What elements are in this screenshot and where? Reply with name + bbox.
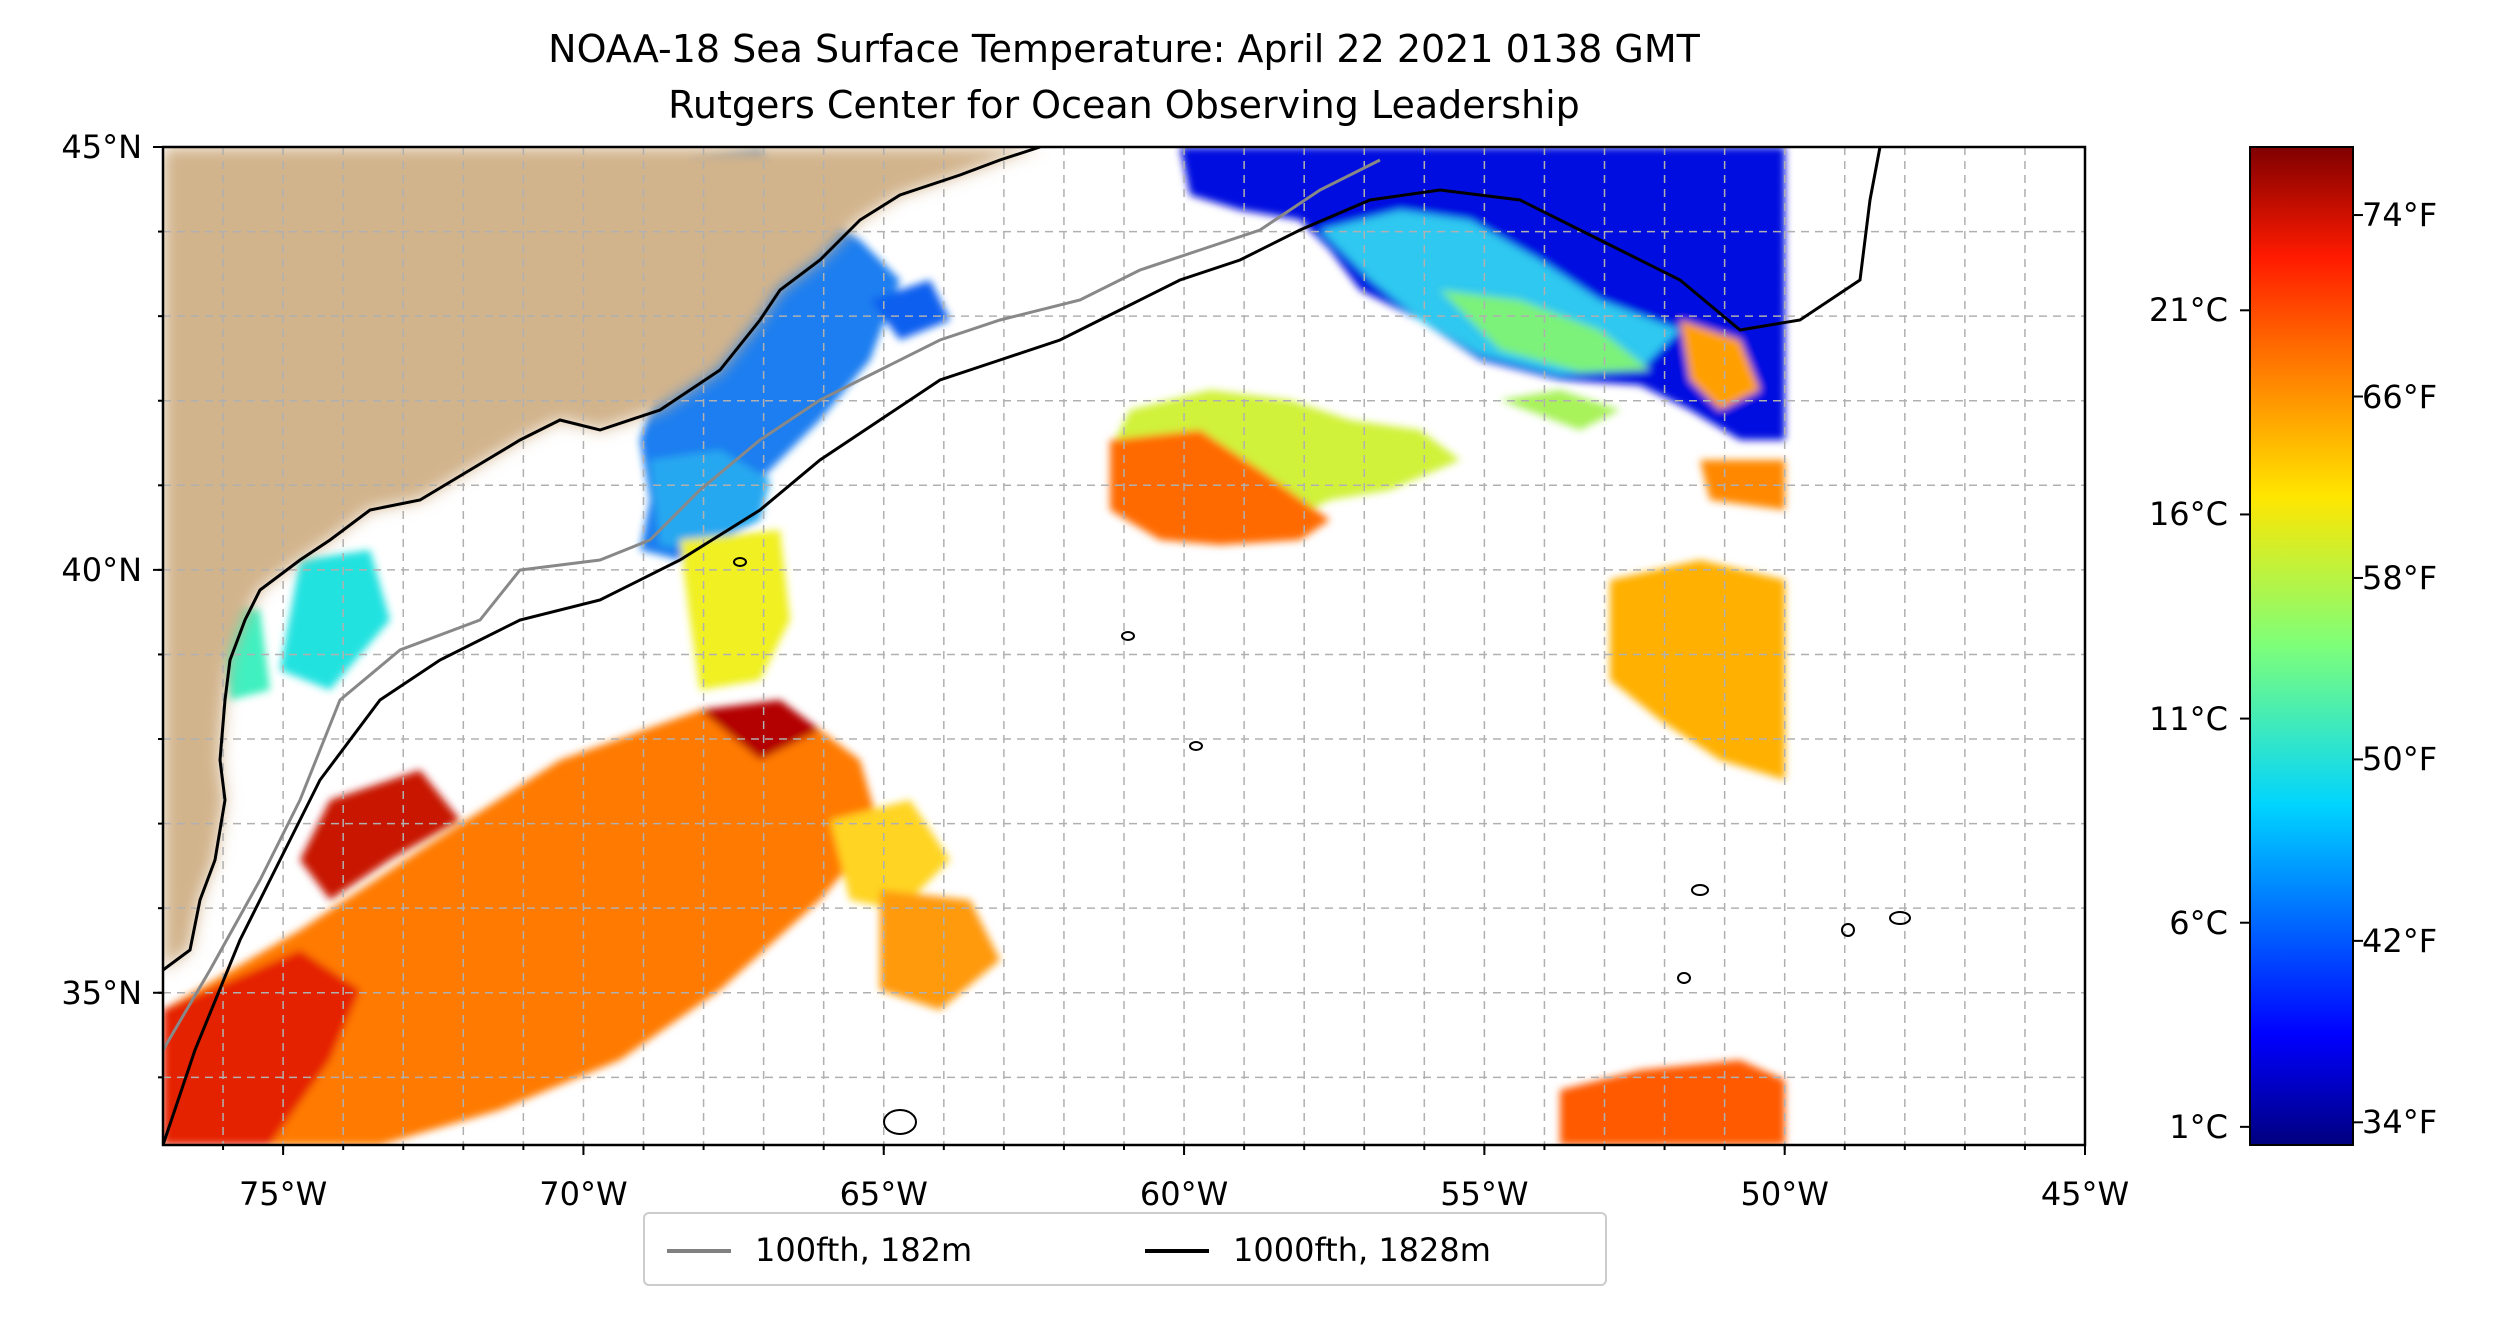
contour-100fth bbox=[163, 158, 1381, 1051]
sst-patch bbox=[1610, 560, 1785, 780]
land bbox=[163, 147, 1040, 970]
lon-tick-label: 70°W bbox=[539, 1175, 628, 1213]
map-subtitle: Rutgers Center for Ocean Observing Leade… bbox=[668, 83, 1580, 127]
lon-tick-label: 65°W bbox=[839, 1175, 928, 1213]
lon-tick-label: 45°W bbox=[2040, 1175, 2130, 1213]
sst-data bbox=[163, 147, 1785, 1145]
sst-patch bbox=[1500, 390, 1620, 430]
colorbar-f-label: 66°F bbox=[2362, 377, 2438, 416]
colorbar-ticks bbox=[2240, 214, 2363, 1128]
sst-patch bbox=[300, 770, 460, 900]
sst-patch bbox=[680, 530, 790, 690]
colorbar-f-label: 34°F bbox=[2362, 1103, 2438, 1142]
map-title: NOAA-18 Sea Surface Temperature: April 2… bbox=[548, 27, 1700, 71]
sst-patch bbox=[1700, 460, 1785, 510]
sst-patch bbox=[1680, 320, 1760, 410]
sst-patch bbox=[1110, 430, 1330, 545]
sst-patch bbox=[830, 800, 950, 910]
legend-swatch bbox=[1145, 1249, 1209, 1253]
sst-patch bbox=[700, 700, 820, 760]
colorbar-c-label: 1°C bbox=[2169, 1107, 2228, 1146]
seamount-contours bbox=[733, 557, 1911, 1135]
lat-tick-label: 45°N bbox=[61, 128, 142, 166]
sst-patch bbox=[1560, 1060, 1785, 1145]
colorbar-c-label: 21°C bbox=[2148, 291, 2228, 330]
lat-tick-label: 40°N bbox=[61, 550, 142, 589]
lon-tick-label: 55°W bbox=[1440, 1175, 1529, 1213]
sst-patch bbox=[163, 950, 360, 1145]
sst-patch bbox=[650, 450, 770, 550]
axis-ticks bbox=[153, 146, 2086, 1155]
contour-1000fth bbox=[163, 147, 1882, 1145]
legend-label: 100fth, 182m bbox=[755, 1231, 973, 1269]
legend: 100fth, 182m 1000fth, 1828m bbox=[643, 1212, 1607, 1286]
legend-label: 1000fth, 1828m bbox=[1233, 1231, 1491, 1269]
legend-swatch bbox=[667, 1249, 731, 1253]
colorbar-f-label: 58°F bbox=[2362, 558, 2438, 597]
colorbar-c-label: 6°C bbox=[2169, 903, 2228, 942]
colorbar-c-label: 11°C bbox=[2148, 699, 2228, 738]
colorbar-f-label: 42°F bbox=[2362, 921, 2438, 960]
sst-patch bbox=[870, 280, 950, 340]
colorbar-c-label: 16°C bbox=[2148, 495, 2228, 534]
lon-tick-label: 50°W bbox=[1740, 1175, 1829, 1213]
colorbar-f-label: 50°F bbox=[2362, 740, 2438, 779]
lon-tick-label: 75°W bbox=[238, 1175, 328, 1213]
coastline bbox=[163, 147, 1041, 972]
colorbar-f-label: 74°F bbox=[2362, 196, 2438, 235]
lon-tick-label: 60°W bbox=[1139, 1175, 1229, 1213]
sst-patch bbox=[880, 890, 1000, 1010]
sst-patch bbox=[163, 700, 880, 1145]
lat-tick-label: 35°N bbox=[61, 973, 142, 1012]
colorbar bbox=[2249, 146, 2354, 1146]
